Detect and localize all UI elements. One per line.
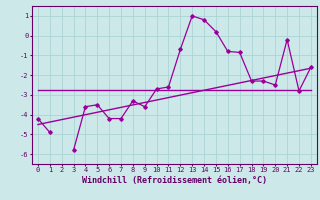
X-axis label: Windchill (Refroidissement éolien,°C): Windchill (Refroidissement éolien,°C)	[82, 176, 267, 185]
